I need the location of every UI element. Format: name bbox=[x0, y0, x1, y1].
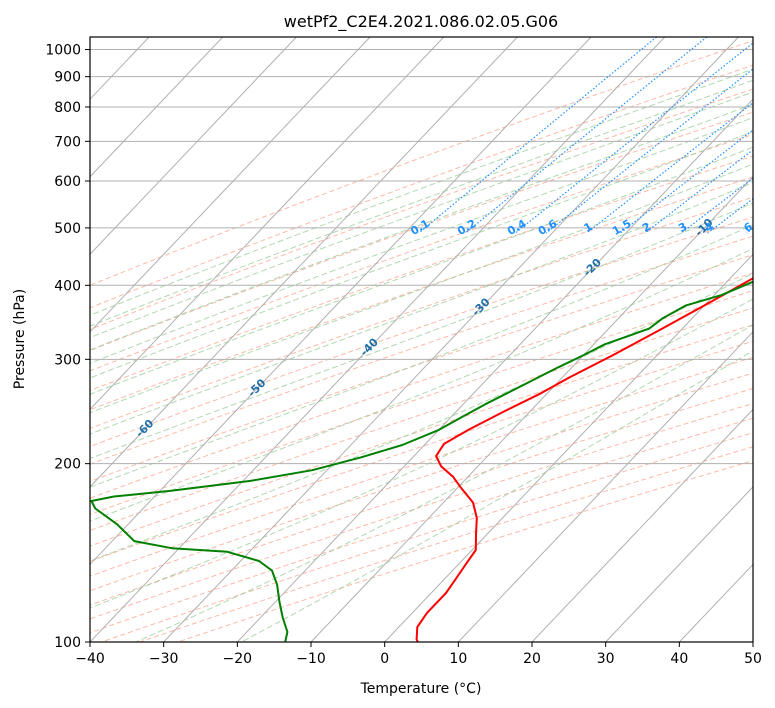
y-tick-label: 900 bbox=[54, 70, 81, 86]
y-tick-label: 800 bbox=[54, 100, 81, 116]
mixing-ratio-line bbox=[465, 37, 708, 234]
dry-adiabat bbox=[90, 290, 753, 516]
isotherm-line bbox=[90, 37, 224, 178]
x-tick-label: 40 bbox=[670, 651, 688, 667]
profile-lines bbox=[90, 277, 753, 642]
temperature-profile-line bbox=[415, 277, 753, 642]
dry-adiabat bbox=[90, 235, 753, 465]
mixing-ratio-line bbox=[680, 177, 753, 234]
moist-adiabat bbox=[90, 79, 753, 327]
y-tick-label: 600 bbox=[54, 174, 81, 190]
mixing-ratio-line bbox=[644, 149, 753, 234]
mixing-ratio-line bbox=[418, 37, 657, 234]
isotherm-line bbox=[90, 37, 371, 333]
moist-adiabat bbox=[90, 163, 753, 414]
x-axis-label: Temperature (°C) bbox=[360, 681, 482, 697]
isotherm-line bbox=[605, 486, 753, 642]
dry-adiabat bbox=[90, 324, 753, 547]
isotherm-line bbox=[0, 37, 2, 642]
y-tick-label: 200 bbox=[54, 457, 81, 473]
dry-adiabat bbox=[90, 387, 753, 606]
y-tick-label: 300 bbox=[54, 352, 81, 368]
y-tick-label: 500 bbox=[54, 221, 81, 237]
y-tick-label: 1000 bbox=[45, 43, 81, 59]
mixing-ratio-label: 1.5 bbox=[610, 217, 633, 238]
dewpoint-profile-line bbox=[90, 280, 753, 642]
x-tick-label: 50 bbox=[744, 651, 762, 667]
y-tick-label: 400 bbox=[54, 278, 81, 294]
dry-adiabat bbox=[90, 307, 753, 532]
isotherm-lines bbox=[0, 37, 753, 642]
mixing-ratio-line bbox=[707, 197, 753, 234]
moist-adiabat bbox=[241, 350, 753, 642]
isotherm-line bbox=[90, 37, 592, 566]
y-axis-label: Pressure (hPa) bbox=[12, 289, 28, 389]
background-lines bbox=[90, 40, 753, 642]
dry-adiabat bbox=[177, 460, 753, 642]
isotherm-line bbox=[457, 331, 753, 642]
moist-adiabat bbox=[90, 224, 753, 488]
x-tick-label: 0 bbox=[380, 651, 389, 667]
isotherm-label: -70 bbox=[21, 457, 44, 480]
isotherm-line bbox=[531, 408, 753, 642]
x-tick-label: 30 bbox=[597, 651, 615, 667]
x-tick-label: −20 bbox=[223, 651, 253, 667]
moist-adiabat bbox=[90, 103, 753, 351]
isotherm-line bbox=[236, 98, 753, 642]
moist-adiabat bbox=[90, 202, 753, 460]
dry-adiabat bbox=[90, 272, 753, 499]
y-tick-label: 100 bbox=[54, 635, 81, 651]
isotherm-line bbox=[90, 37, 666, 642]
isotherm-line bbox=[310, 176, 753, 642]
dry-adiabat bbox=[90, 340, 753, 562]
dry-adiabat bbox=[90, 402, 753, 620]
mixing-ratio-line bbox=[586, 101, 753, 234]
x-tick-label: −10 bbox=[296, 651, 326, 667]
plot-frame bbox=[89, 36, 754, 643]
mixing-ratio-lines bbox=[418, 37, 753, 234]
moist-adiabat bbox=[90, 181, 753, 435]
y-axis-ticks: 100 200 300 400 500 600 700 800 900 1000 bbox=[45, 43, 90, 651]
dry-adiabat bbox=[90, 356, 753, 577]
isotherm-line bbox=[90, 37, 445, 411]
dry-adiabat bbox=[90, 176, 753, 411]
y-tick-label: 700 bbox=[54, 134, 81, 150]
x-tick-label: −40 bbox=[75, 651, 105, 667]
isotherm-line bbox=[752, 641, 753, 642]
moist-adiabat bbox=[90, 91, 753, 339]
dry-adiabat bbox=[90, 133, 753, 372]
dry-adiabat bbox=[90, 417, 753, 634]
isotherm-line bbox=[90, 37, 297, 256]
x-tick-label: −30 bbox=[149, 651, 179, 667]
mixing-ratio-label: 0.4 bbox=[505, 217, 529, 238]
x-tick-label: 20 bbox=[523, 651, 541, 667]
pressure-grid bbox=[90, 49, 753, 642]
mixing-ratio-line bbox=[514, 42, 753, 234]
dry-adiabat bbox=[90, 40, 753, 286]
x-tick-label: 10 bbox=[449, 651, 467, 667]
mixing-ratio-label: 0.1 bbox=[408, 217, 431, 238]
dry-adiabat bbox=[90, 64, 753, 309]
chart-title: wetPf2_C2E4.2021.086.02.05.G06 bbox=[284, 12, 558, 32]
mixing-ratio-label: 0.6 bbox=[536, 217, 560, 238]
dry-adiabat bbox=[90, 196, 753, 429]
isotherm-line bbox=[163, 37, 739, 642]
dry-adiabat bbox=[90, 372, 753, 592]
dry-adiabat bbox=[90, 88, 753, 330]
isotherm-line bbox=[90, 37, 518, 488]
dry-adiabat bbox=[90, 216, 753, 448]
isotherm-line bbox=[384, 253, 753, 642]
x-axis-ticks: −40 −30 −20 −10 0 10 20 30 40 50 bbox=[75, 642, 762, 667]
